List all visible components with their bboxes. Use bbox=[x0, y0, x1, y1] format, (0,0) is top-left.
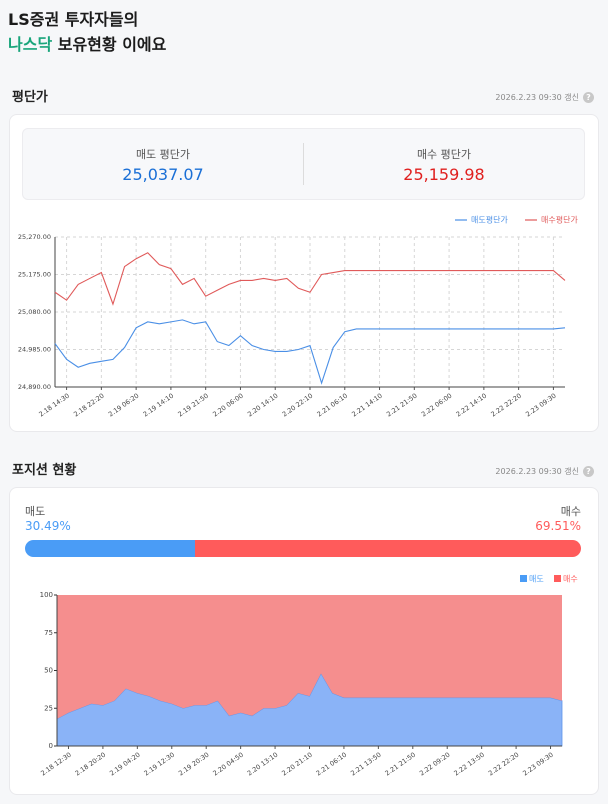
position-segment bbox=[194, 540, 581, 557]
x-tick-label: 2.21 21:50 bbox=[385, 392, 418, 419]
x-tick-label: 2.21 06:10 bbox=[316, 392, 349, 419]
x-tick-label: 2.21 13:50 bbox=[349, 751, 382, 778]
y-tick-label: 25,270.00 bbox=[18, 233, 51, 241]
x-tick-label: 2.23 09:30 bbox=[524, 392, 557, 419]
x-tick-label: 2.20 14:10 bbox=[246, 392, 279, 419]
x-tick-label: 2.21 14:10 bbox=[350, 392, 383, 419]
y-tick-label: 24,890.00 bbox=[18, 383, 51, 391]
x-tick-label: 2.19 12:30 bbox=[143, 751, 176, 778]
section-title: 평단가 bbox=[12, 90, 48, 105]
section-title: 포지션 현황 bbox=[12, 463, 77, 478]
summary-buy: 매수 평단가 25,159.98 bbox=[304, 129, 584, 199]
x-tick-label: 2.22 13:50 bbox=[452, 751, 485, 778]
line bbox=[54, 252, 566, 306]
y-tick-label: 0 bbox=[49, 742, 53, 750]
x-tick-label: 2.18 14:30 bbox=[37, 392, 70, 419]
position-name: 매수 bbox=[560, 505, 581, 518]
x-tick-label: 2.19 06:20 bbox=[107, 392, 140, 419]
x-tick-label: 2.18 20:20 bbox=[74, 751, 107, 778]
legend-swatch bbox=[554, 575, 561, 582]
updated: 2026.2.23 09:30 갱신? bbox=[495, 92, 594, 103]
summary-sell: 매도 평단가 25,037.07 bbox=[23, 129, 303, 199]
y-tick-label: 24,985.00 bbox=[18, 346, 51, 354]
position-value: 30.49% bbox=[25, 519, 71, 533]
x-tick-label: 2.22 14:10 bbox=[455, 392, 488, 419]
position-segment bbox=[25, 540, 195, 557]
y-tick-label: 25,175.00 bbox=[18, 271, 51, 279]
header-line1: LS증권 투자자들의 bbox=[8, 10, 139, 29]
header-rest: 보유현황 이에요 bbox=[52, 35, 167, 54]
legend-label: 매수 bbox=[563, 575, 578, 584]
legend-label: 매수평단가 bbox=[541, 215, 578, 225]
position-bar bbox=[25, 540, 581, 557]
updated: 2026.2.23 09:30 갱신? bbox=[495, 466, 594, 477]
divider bbox=[303, 143, 304, 185]
help-icon[interactable]: ? bbox=[583, 92, 594, 103]
x-tick-label: 2.22 06:00 bbox=[420, 392, 453, 419]
y-tick-label: 100 bbox=[40, 591, 53, 599]
x-tick-label: 2.19 04:20 bbox=[108, 751, 141, 778]
y-tick-label: 75 bbox=[44, 629, 53, 637]
x-tick-label: 2.19 20:30 bbox=[177, 751, 210, 778]
header-highlight: 나스닥 bbox=[8, 35, 53, 54]
y-tick-label: 25,080.00 bbox=[18, 308, 51, 316]
position-value: 69.51% bbox=[535, 519, 581, 533]
legend-label: 매도평단가 bbox=[471, 215, 508, 225]
x-tick-label: 2.20 22:10 bbox=[281, 392, 314, 419]
line-chart: 24,890.00 24,985.00 25,080.00 25,175.00 25,2… bbox=[18, 215, 579, 419]
x-tick-label: 2.20 06:00 bbox=[211, 392, 244, 419]
y-tick-label: 50 bbox=[44, 667, 53, 675]
updated-text: 2026.2.23 09:30 갱신 bbox=[495, 467, 579, 476]
x-tick-label: 2.21 21:50 bbox=[384, 751, 417, 778]
x-tick-label: 2.19 14:10 bbox=[142, 392, 175, 419]
x-tick-label: 2.19 21:50 bbox=[176, 392, 209, 419]
position-name: 매도 bbox=[25, 505, 46, 518]
y-tick-label: 25 bbox=[44, 704, 53, 712]
updated-text: 2026.2.23 09:30 갱신 bbox=[495, 93, 579, 102]
x-tick-label: 2.22 22:20 bbox=[487, 751, 520, 778]
summary-box: 매도 평단가 25,037.07 매수 평단가 25,159.98 bbox=[22, 128, 585, 200]
legend-label: 매도 bbox=[529, 575, 544, 584]
legend-swatch bbox=[520, 575, 527, 582]
x-tick-label: 2.23 09:30 bbox=[521, 751, 554, 778]
x-tick-label: 2.20 04:50 bbox=[211, 751, 244, 778]
x-tick-label: 2.18 12:30 bbox=[39, 751, 72, 778]
x-tick-label: 2.22 09:20 bbox=[418, 751, 451, 778]
summary-value: 25,159.98 bbox=[403, 165, 485, 184]
x-tick-label: 2.18 22:20 bbox=[72, 392, 105, 419]
x-tick-label: 2.20 21:10 bbox=[280, 751, 313, 778]
help-icon[interactable]: ? bbox=[583, 466, 594, 477]
summary-label: 매수 평단가 bbox=[416, 148, 472, 161]
x-tick-label: 2.21 06:10 bbox=[315, 751, 348, 778]
line bbox=[54, 319, 566, 385]
summary-label: 매도 평단가 bbox=[135, 148, 191, 161]
x-tick-label: 2.20 13:10 bbox=[246, 751, 279, 778]
header-line2: 나스닥 보유현황 이에요 bbox=[8, 31, 166, 55]
x-tick-label: 2.22 22:20 bbox=[489, 392, 522, 419]
area-chart: 0 25 50 75 100 2.18 12:30 2.18 20:20 2.19 04:20… bbox=[39, 575, 578, 778]
area bbox=[57, 595, 562, 719]
summary-value: 25,037.07 bbox=[122, 165, 204, 184]
